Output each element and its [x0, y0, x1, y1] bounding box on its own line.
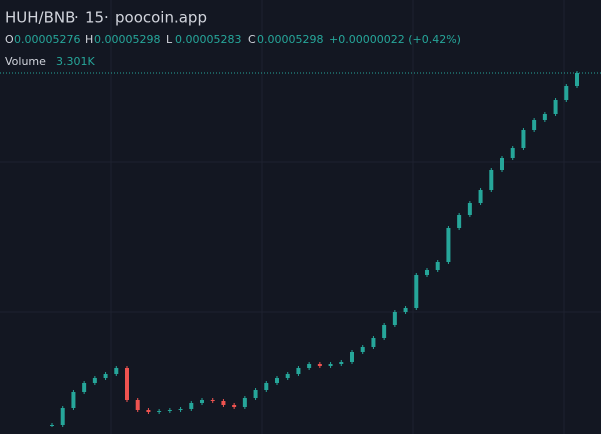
volume-value: 3.301K [56, 55, 95, 68]
ohlc-value: 0.00005283 [175, 33, 241, 46]
candle [167, 410, 172, 411]
candle [371, 338, 376, 347]
candle [264, 383, 269, 390]
ohlc-value: 0.00005298 [257, 33, 323, 46]
candle [467, 203, 472, 215]
ohlc-value: 0.00005276 [14, 33, 80, 46]
change: +0.00000022 (+0.42%) [329, 33, 461, 46]
candle [242, 398, 247, 407]
candle [328, 364, 333, 366]
candle [489, 170, 494, 190]
ohlc-value: 0.00005298 [94, 33, 160, 46]
ohlc-label: C [248, 33, 256, 46]
candle [125, 368, 129, 400]
candle [446, 228, 451, 262]
candle [564, 86, 569, 100]
candle [135, 400, 140, 410]
ohlc-label: L [166, 33, 173, 46]
candle [403, 308, 408, 312]
candle [103, 374, 108, 378]
candle [510, 148, 515, 158]
candle [275, 378, 279, 383]
candle [146, 410, 151, 412]
candle [339, 362, 344, 364]
candle [532, 120, 537, 130]
symbol: HUH/BNB [5, 9, 75, 27]
candle [425, 270, 429, 275]
candle [71, 392, 76, 408]
candle [114, 368, 119, 374]
separator: · [74, 9, 79, 27]
candle [500, 158, 504, 170]
candle [210, 400, 215, 401]
candle [50, 425, 54, 426]
candle [457, 215, 462, 228]
candle [317, 364, 322, 366]
candle [92, 378, 97, 383]
candle [350, 352, 354, 362]
header: HUH/BNB · 15 · poocoin.app Volume 3.301K… [5, 9, 461, 69]
candle [360, 347, 365, 352]
candle [435, 262, 440, 270]
candle [542, 114, 547, 120]
candle [232, 405, 237, 407]
candle [296, 368, 301, 374]
candle [414, 275, 419, 308]
candle [82, 383, 87, 392]
candle [392, 312, 397, 325]
candle [575, 73, 579, 86]
candles [50, 71, 579, 427]
ohlc-label: O [5, 33, 14, 46]
source: poocoin.app [115, 9, 207, 27]
candle [178, 409, 183, 410]
candle [253, 390, 258, 398]
interval: 15 [85, 9, 104, 27]
candle [285, 374, 290, 378]
separator: · [104, 9, 109, 27]
candle [60, 408, 65, 425]
candle [189, 403, 194, 409]
candle [478, 190, 483, 203]
candle [521, 130, 526, 148]
volume-label: Volume [5, 55, 46, 68]
candle [200, 400, 204, 403]
ohlc-label: H [85, 33, 93, 46]
candle [382, 325, 387, 338]
candle [157, 411, 162, 412]
candle [307, 364, 312, 368]
candle [221, 401, 226, 405]
candle [553, 100, 558, 114]
